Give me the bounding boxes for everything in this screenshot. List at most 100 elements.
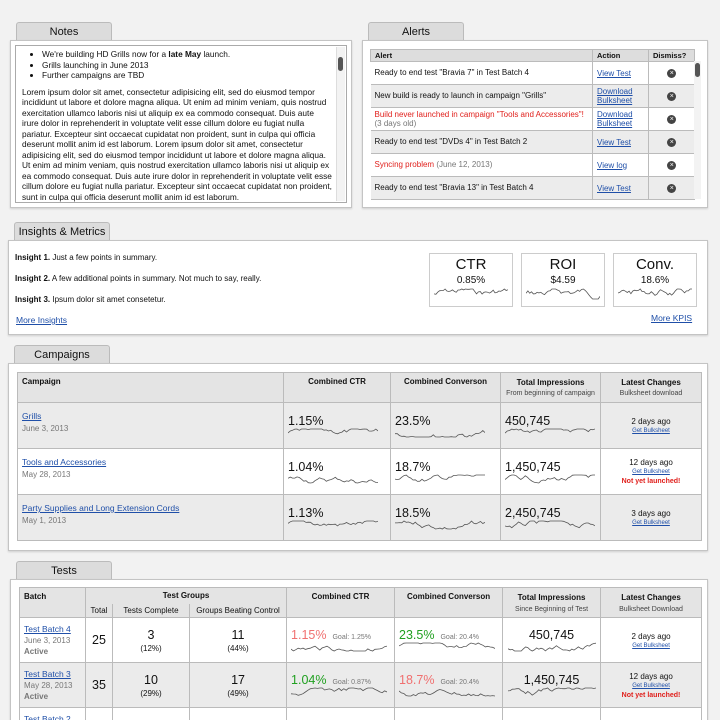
batch-cell: Test Batch 2 [19,707,86,720]
metric-card: Conv. 18.6% [613,253,697,307]
alert-text: Ready to end test "Bravia 7" in Test Bat… [374,68,530,78]
action-link[interactable]: View Test [597,137,631,147]
scrollbar-thumb[interactable] [695,63,700,77]
beating-cell: 11 (44%) [188,617,288,663]
dismiss-button[interactable]: × [667,115,677,124]
alert-dismiss: × [648,153,695,177]
sparkline [291,687,388,696]
alert-action: Download Bulksheet [592,107,649,131]
alert-action: View Test [592,176,649,200]
sparkline-path [505,474,595,483]
dismiss-button[interactable]: × [667,184,677,193]
bulksheet-link[interactable]: Get Bulksheet [632,428,670,434]
sparkline-path [505,428,595,433]
more-kpis-link[interactable]: More KPIS [651,313,693,323]
column-title: Latest Changes [621,378,681,387]
metric-value: 0.85% [456,275,486,286]
goal: Goal: 20.4% [440,634,480,641]
total-cell: 35 [85,662,113,708]
sparkline [395,520,485,529]
alert-message: Ready to end test "DVDs 4" in Test Batch… [370,130,593,154]
metric-line: 18.7% Goal: 20.4% [399,673,498,687]
batch-cell: Test Batch 3 May 28, 2013 Active [19,662,86,708]
sparkline-path [399,642,496,649]
alert-row: New build is ready to launch in campaign… [370,84,695,108]
dismiss-button[interactable]: × [667,92,677,101]
campaign-date: May 1, 2013 [22,516,67,525]
action-link[interactable]: Download Bulksheet [597,87,633,105]
metric-cell: 18.5% [390,494,501,541]
alert-text: Syncing problem [374,160,435,170]
test-row: Test Batch 2 [19,707,703,720]
campaign-link[interactable]: Tools and Accessories [22,457,107,467]
sparkline [507,687,596,696]
alert-row: Ready to end test "DVDs 4" in Test Batch… [370,130,695,154]
bulksheet-link[interactable]: Get Bulksheet [632,520,670,526]
insight-label: Insight 3. [15,295,51,304]
scrollbar [694,61,701,199]
sparkline-path [399,689,496,697]
column-subheader: Tests Complete [112,603,190,618]
sparkline-path [526,288,600,300]
alert-header: Alert [370,49,593,62]
action-link[interactable]: View log [597,160,628,170]
metric-value: 1.15% [288,413,324,428]
column-title: Combined Converson [403,377,488,386]
sparkline-path [505,520,595,528]
bulksheet-link[interactable]: Get Bulksheet [632,682,670,689]
campaign-link[interactable]: Party Supplies and Long Extension Cords [22,503,180,513]
column-header: Combined Converson [394,587,504,618]
column-title: Total Impressions [516,378,585,387]
sparkline [505,520,595,528]
batch-link[interactable]: Test Batch 3 [24,669,71,679]
dismiss-button[interactable]: × [667,69,677,78]
column-header: Test Groups [84,587,288,604]
scrollbar-thumb[interactable] [338,57,343,71]
bulksheet-link[interactable]: Get Bulksheet [632,469,670,475]
campaigns-tab: Campaigns [14,345,110,363]
metric-name: ROI [549,256,577,273]
sparkline-path [618,288,692,296]
batch-link[interactable]: Test Batch 2 [24,714,71,720]
conv-cell: 18.7% Goal: 20.4% [394,662,504,708]
campaign-link[interactable]: Grills [22,411,42,421]
batch-link[interactable]: Test Batch 4 [24,624,71,634]
action-link[interactable]: Download Bulksheet [597,110,633,128]
changes-cell: 2 days ago Get Bulksheet [600,402,702,449]
note-text: late May [168,49,202,59]
sparkline [395,429,485,437]
column-header: Total Impressions Since Beginning of Test [502,587,602,618]
complete-cell: 3 (12%) [112,617,190,663]
goal: Goal: 0.87% [332,679,372,686]
notes-body: Lorem ipsum dolor sit amet, consectetur … [22,86,332,202]
alerts-panel: Alert Action Dismiss? Ready to end test "Br… [362,40,708,208]
metric-cell: 1.13% [283,494,391,541]
metric-cell: 18.7% [390,448,501,495]
campaign-cell: Grills June 3, 2013 [17,402,284,449]
dismiss-button[interactable]: × [667,161,677,170]
sparkline [288,475,378,483]
insight-text: Just a few points in summary. [50,253,158,262]
bulksheet-link[interactable]: Get Bulksheet [632,642,670,649]
insight-label: Insight 2. [15,274,51,283]
metric-value: 23.5% [399,628,435,642]
action-link[interactable]: View Test [597,68,631,78]
change-time: 3 days ago [631,509,671,518]
insight: Insight 1. Just a few points in summary. [15,253,157,262]
dismiss-button[interactable]: × [667,138,677,147]
note-bullet: Further campaigns are TBD [42,70,332,81]
tests-subheader: Total Tests Complete Groups Beating Contro… [20,603,702,618]
alert-row: Syncing problem (June 12, 2013) View log × [370,153,695,177]
metric-line: 23.5% Goal: 20.4% [399,628,498,642]
sparkline [507,642,596,652]
spark-wrap [430,286,512,302]
note-text: We're building HD Grills now for a [42,49,169,59]
alert-action: View log [592,153,649,177]
alert-message: Build never launched in campaign "Tools … [370,107,593,131]
alert-dismiss: × [648,84,695,108]
spark-wrap [614,286,696,302]
action-link[interactable]: View Test [597,183,631,193]
more-insights-link[interactable]: More Insights [16,315,68,325]
campaign-row: Party Supplies and Long Extension Cords M… [17,494,702,541]
alert-dismiss: × [648,130,695,154]
